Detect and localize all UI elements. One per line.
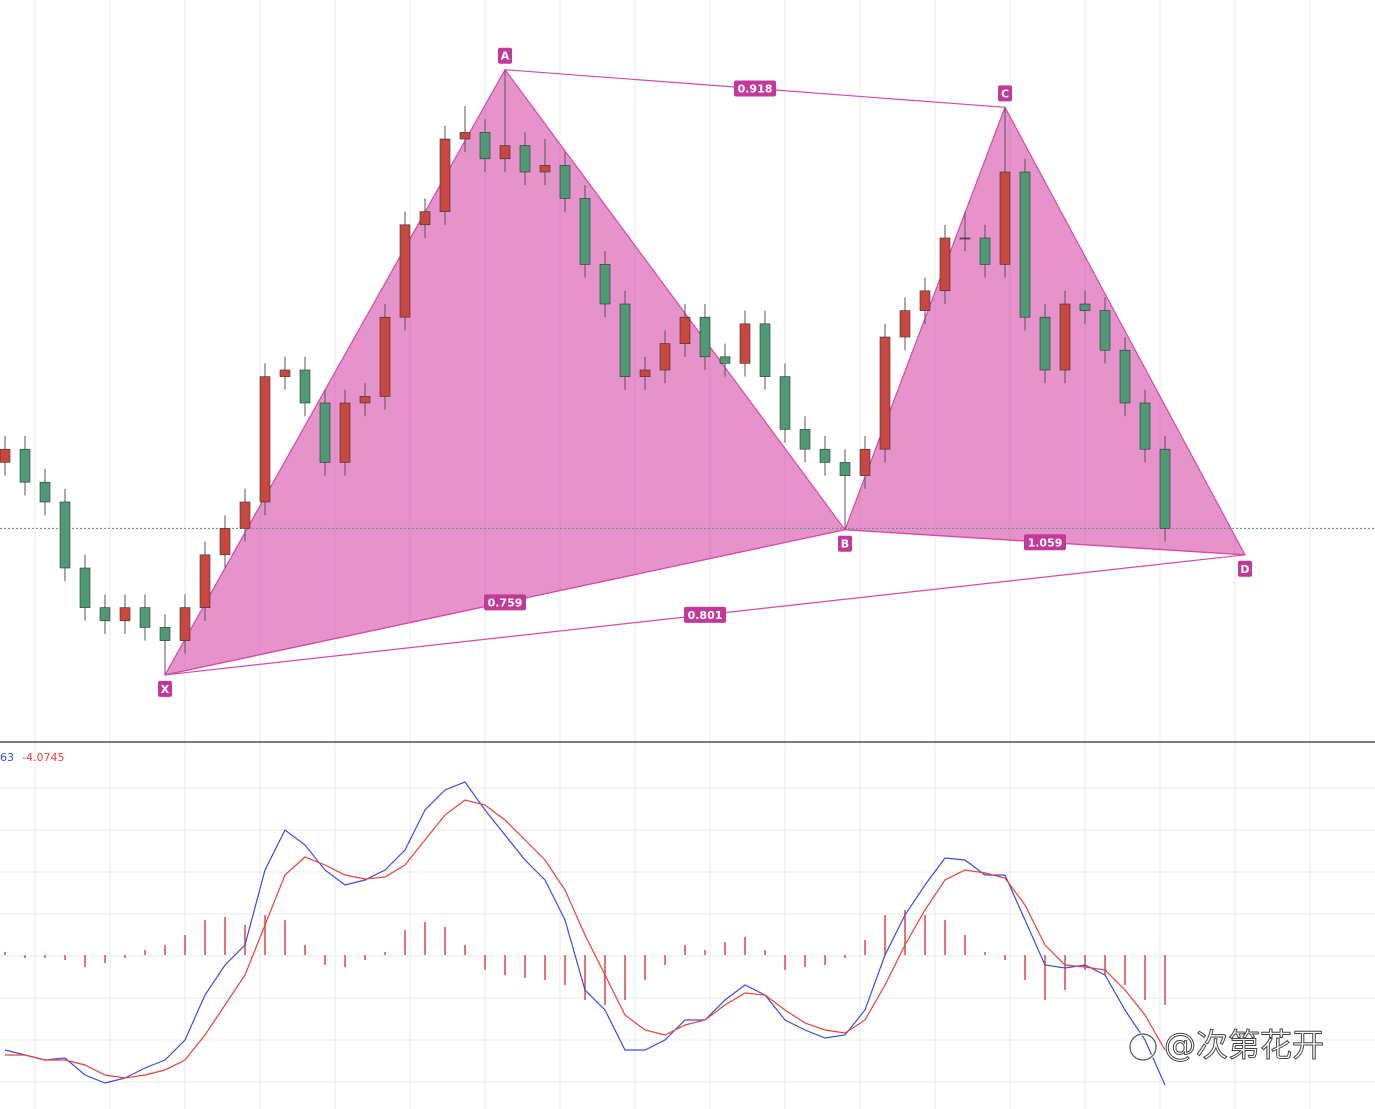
- candle-body: [39, 481, 51, 503]
- point-label: B: [841, 538, 849, 551]
- candle-body: [1059, 303, 1071, 371]
- candle-body: [399, 224, 411, 318]
- candle-body: [519, 145, 531, 173]
- candle-body: [179, 607, 191, 641]
- candle-body: [999, 171, 1011, 265]
- macd-line: [5, 799, 1166, 1079]
- readout-value: 63: [0, 751, 14, 764]
- candle-body: [279, 369, 291, 377]
- candle-body: [959, 237, 971, 240]
- ratio-label: 1.059: [1028, 536, 1063, 549]
- readout-value: -4.0745: [22, 751, 64, 764]
- candle-body: [579, 198, 591, 265]
- candle-body: [979, 237, 991, 265]
- candle-body: [99, 607, 111, 622]
- candle-body: [339, 402, 351, 463]
- point-label: X: [161, 683, 170, 696]
- candle-body: [259, 376, 271, 503]
- candle-body: [199, 554, 211, 608]
- candle-body: [479, 132, 491, 160]
- candle-body: [0, 448, 11, 463]
- candle-body: [699, 316, 711, 358]
- ratio-badge: [1024, 534, 1066, 551]
- candle-body: [419, 211, 431, 226]
- candle-body: [619, 303, 631, 377]
- candle-body: [119, 607, 131, 622]
- candle-body: [559, 165, 571, 199]
- candle-body: [839, 462, 851, 476]
- candle-body: [1159, 448, 1171, 529]
- candle-body: [1079, 303, 1091, 311]
- ratio-label: 0.918: [738, 83, 773, 96]
- candle-body: [919, 290, 931, 311]
- candle-body: [879, 336, 891, 450]
- point-badge: [498, 47, 512, 64]
- ratio-label: 0.759: [488, 596, 523, 609]
- candle-body: [779, 376, 791, 430]
- candle-body: [859, 448, 871, 476]
- candle-body: [539, 165, 551, 173]
- candle-body: [159, 627, 171, 641]
- candle-body: [1119, 349, 1131, 404]
- candle-body: [139, 607, 151, 628]
- point-badge: [838, 535, 852, 552]
- candle-body: [759, 323, 771, 377]
- candle-body: [59, 501, 71, 569]
- candle-body: [819, 448, 831, 463]
- point-badge: [998, 85, 1012, 102]
- candle-body: [719, 356, 731, 364]
- candle-body: [319, 402, 331, 463]
- candle-body: [679, 316, 691, 344]
- point-label: C: [1001, 87, 1009, 100]
- point-label: A: [501, 50, 510, 63]
- ratio-label: 0.801: [688, 609, 723, 622]
- point-label: D: [1240, 563, 1249, 576]
- candle-body: [899, 310, 911, 338]
- candle-body: [79, 567, 91, 608]
- candle-body: [939, 237, 951, 292]
- ratio-badge: [684, 606, 726, 623]
- candle-body: [659, 343, 671, 371]
- candle-body: [219, 528, 231, 556]
- candle-body: [19, 448, 31, 483]
- watermark: @次第花开: [1128, 1026, 1325, 1065]
- ratio-badge: [484, 594, 526, 611]
- candle-body: [239, 501, 251, 529]
- macd-line: [4, 781, 1166, 1086]
- ratio-badge: [734, 80, 776, 97]
- candle-body: [599, 264, 611, 305]
- candle-body: [499, 145, 511, 160]
- candle-body: [1019, 171, 1031, 318]
- candle-body: [639, 369, 651, 377]
- candle-body: [299, 369, 311, 404]
- watermark-icon: [1129, 1033, 1157, 1061]
- candle-body: [739, 323, 751, 364]
- watermark-text: @次第花开: [1164, 1026, 1324, 1064]
- candle-body: [1039, 316, 1051, 371]
- candle-body: [1139, 402, 1151, 450]
- candle-body: [379, 316, 391, 397]
- candle-body: [359, 396, 371, 404]
- candle-body: [459, 132, 471, 140]
- point-badge: [1238, 560, 1252, 577]
- candle-body: [1099, 310, 1111, 351]
- candle-body: [439, 138, 451, 212]
- candle-body: [799, 429, 811, 450]
- point-badge: [158, 680, 172, 697]
